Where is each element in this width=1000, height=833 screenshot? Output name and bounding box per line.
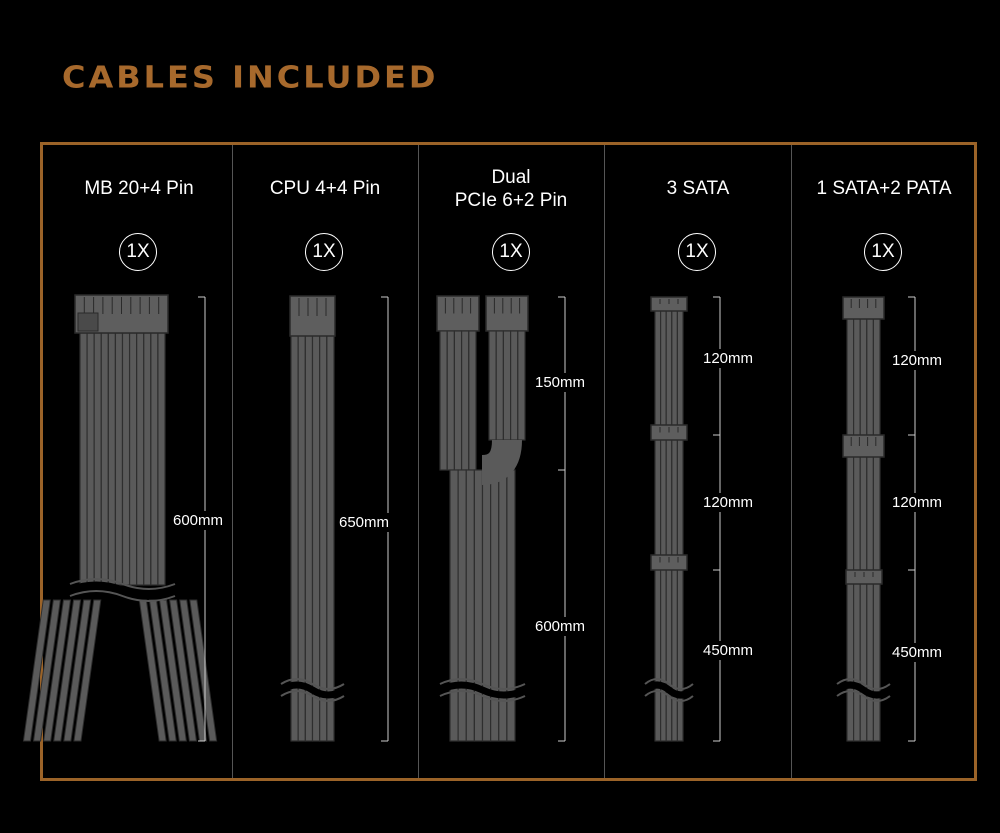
cable-break (439, 690, 526, 702)
cable-wire (93, 332, 102, 586)
length-label: 600mm (173, 511, 224, 530)
cable-wire (73, 599, 102, 742)
cable-wire (480, 439, 522, 485)
cable-wire (866, 317, 874, 742)
cable-wire (63, 599, 92, 742)
cable-wire (659, 309, 667, 742)
column-divider (418, 145, 419, 778)
cable-wire (121, 332, 131, 586)
cable-wire (488, 330, 497, 441)
cable-wire (654, 309, 662, 742)
connector (77, 312, 99, 332)
cable-break (279, 681, 346, 699)
connector (485, 295, 529, 332)
cables-frame (40, 142, 977, 781)
cable-wire (473, 469, 484, 742)
page-title: CABLES INCLUDED (62, 58, 439, 96)
length-label: 450mm (703, 641, 754, 660)
length-label: 600mm (535, 617, 586, 636)
cable-wire (481, 469, 492, 742)
cable-wire (79, 332, 88, 586)
length-label: 650mm (339, 513, 390, 532)
cable-wire (457, 469, 467, 742)
quantity-badge: 1X (864, 233, 902, 271)
connector (842, 434, 885, 458)
cable-title-cpu: CPU 4+4 Pin (269, 178, 381, 199)
cable-wire (100, 332, 109, 586)
length-label: 150mm (535, 373, 586, 392)
cable-break (836, 678, 891, 690)
length-label: 120mm (703, 349, 754, 368)
cable-wire (311, 334, 321, 742)
connector (842, 296, 885, 320)
cable-wire (143, 332, 152, 586)
cable-break (69, 590, 176, 602)
cable-wire (495, 330, 505, 441)
cable-break (280, 690, 345, 702)
cable-break (439, 678, 526, 690)
cable-wire (453, 330, 463, 471)
cable-break (644, 690, 694, 702)
cable-wire (128, 332, 138, 586)
cable-break (834, 681, 893, 699)
cable-break (836, 690, 891, 702)
cable-wire (502, 330, 512, 441)
cable-wire (53, 599, 82, 742)
cable-wire (22, 599, 51, 742)
cable-wire (510, 330, 519, 441)
cable-break (68, 581, 177, 599)
quantity-badge: 1X (492, 233, 530, 271)
cable-wire (439, 330, 448, 471)
column-divider (232, 145, 233, 778)
cable-title-mb: MB 20+4 Pin (84, 178, 194, 199)
cable-wire (872, 317, 881, 742)
cable-wire (449, 469, 459, 742)
cable-wire (157, 332, 166, 586)
column-divider (791, 145, 792, 778)
cable-title-pcie-line1: Dual (491, 167, 531, 188)
length-label: 120mm (703, 493, 754, 512)
cable-wire (676, 309, 684, 742)
length-label: 120mm (892, 351, 943, 370)
quantity-badge: 1X (678, 233, 716, 271)
cable-wire (326, 334, 335, 742)
cable-break (438, 681, 527, 699)
cable-wire (189, 599, 218, 742)
cable-wire (43, 599, 72, 742)
quantity-badge: 1X (119, 233, 157, 271)
cable-wire (86, 332, 95, 586)
length-label: 450mm (892, 643, 943, 662)
cable-wire (136, 332, 145, 586)
cable-title-pata: 1 SATA+2 PATA (816, 178, 952, 199)
cable-wire (671, 309, 678, 742)
length-label: 120mm (892, 493, 943, 512)
cable-wire (665, 309, 673, 742)
cable-wire (465, 469, 475, 742)
cable-break (642, 681, 696, 699)
cable-title-pcie-line2: PCIe 6+2 Pin (454, 190, 568, 211)
cable-title-sata: 3 SATA (666, 178, 730, 199)
cable-wire (319, 334, 328, 742)
connector (436, 295, 480, 332)
cable-wire (859, 317, 868, 742)
cable-wire (32, 599, 61, 742)
cable-break (644, 678, 694, 690)
cable-wire (150, 332, 159, 586)
column-divider (604, 145, 605, 778)
cable-wire (852, 317, 861, 742)
cable-wire (114, 332, 124, 586)
cable-break (280, 678, 345, 690)
cable-wire (846, 317, 855, 742)
quantity-badge: 1X (305, 233, 343, 271)
cable-wire (107, 332, 117, 586)
cable-wire (446, 330, 456, 471)
cable-wire (169, 599, 198, 742)
cable-break (69, 578, 176, 590)
connector (289, 295, 336, 337)
cable-wire (461, 330, 470, 471)
cable-wire (468, 330, 477, 471)
cable-wire (517, 330, 526, 441)
